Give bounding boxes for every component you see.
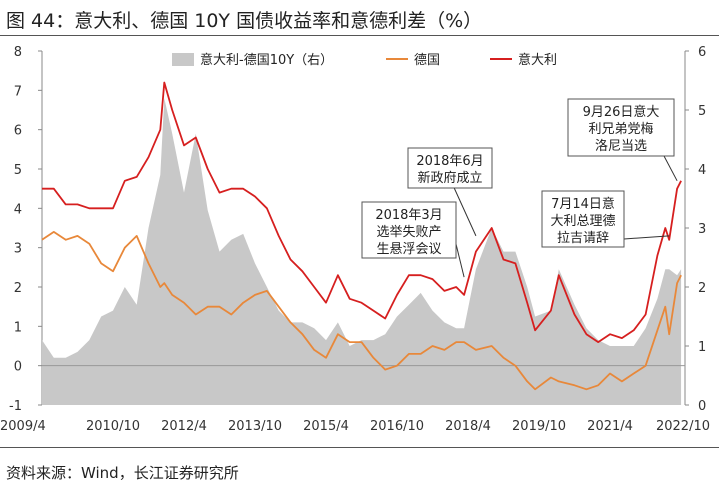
left-tick-label: 5: [14, 163, 22, 178]
annotation-box: [541, 190, 625, 248]
annotation-text: 新政府成立: [417, 170, 482, 186]
right-tick-label: 4: [698, 163, 706, 178]
annotation-box: [567, 98, 675, 157]
annotation-text: 利兄弟党梅: [588, 122, 653, 137]
annotation-text: 拉吉请辞: [557, 231, 609, 246]
annotation-box: [407, 147, 493, 189]
source-note: 资料来源：Wind，长江证券研究所: [6, 464, 239, 482]
left-tick-label: 8: [14, 45, 22, 60]
annotation-text: 7月14日意: [551, 196, 615, 212]
right-tick-label: 5: [698, 104, 706, 119]
x-tick-label: 2016/10: [370, 419, 424, 434]
x-tick-label: 2015/4: [303, 419, 349, 434]
annotation-pointer: [453, 187, 477, 237]
x-tick-label: 2019/10: [512, 419, 566, 434]
title-divider: [0, 35, 719, 36]
legend-italy-label: 意大利: [518, 52, 557, 68]
left-tick-label: 3: [14, 242, 22, 257]
right-tick-label: 2: [698, 281, 706, 296]
left-tick-label: 6: [14, 124, 22, 139]
figure-title: 图 44：意大利、德国 10Y 国债收益率和意德利差（%）: [6, 10, 483, 32]
right-tick-label: 1: [698, 340, 706, 355]
x-tick-label: 2009/4: [0, 419, 46, 434]
x-tick-label: 2021/4: [587, 419, 633, 434]
spread-area-series: [42, 98, 682, 405]
annotation-pointer: [623, 235, 670, 240]
legend-germany-label: 德国: [414, 53, 440, 68]
annotation-box: [361, 201, 457, 259]
annotation-text: 选举失败产: [376, 225, 441, 240]
footer-divider: [0, 447, 719, 448]
legend-spread-label: 意大利-德国10Y（右）: [200, 52, 333, 68]
x-tick-label: 2018/4: [445, 419, 491, 434]
annotation-text: 大利总理德: [550, 214, 615, 229]
left-tick-label: 1: [14, 320, 22, 335]
italy-yield-line: [42, 81, 682, 344]
left-tick-label: 0: [14, 360, 22, 375]
right-tick-label: 0: [698, 399, 706, 414]
left-tick-label: 4: [14, 202, 22, 217]
x-tick-label: 2010/10: [86, 419, 140, 434]
legend-spread-swatch: [172, 53, 194, 66]
x-tick-label: 2022/10: [656, 419, 710, 434]
left-tick-label: 2: [14, 281, 22, 296]
annotation-text: 2018年3月: [375, 208, 442, 223]
right-tick-label: 6: [698, 45, 706, 60]
annotation-text: 洛尼当选: [595, 139, 647, 154]
x-tick-label: 2013/10: [228, 419, 282, 434]
yield-chart: -1 0 1 2 3 4 5 6 7 8 0 1 2 3 4 5 6 2009/4 2010/10 2012/4 201…: [0, 45, 710, 434]
left-tick-label: -1: [9, 399, 22, 414]
germany-yield-line: [41, 230, 682, 391]
annotation-pointer: [663, 155, 678, 182]
x-tick-label: 2012/4: [161, 419, 207, 434]
left-tick-label: 7: [14, 84, 22, 99]
right-tick-label: 3: [698, 222, 706, 237]
annotation-text: 9月26日意大: [583, 104, 660, 120]
annotation-pointer: [455, 243, 465, 278]
annotation-text: 2018年6月: [416, 154, 483, 169]
annotation-text: 生悬浮会议: [376, 242, 441, 257]
